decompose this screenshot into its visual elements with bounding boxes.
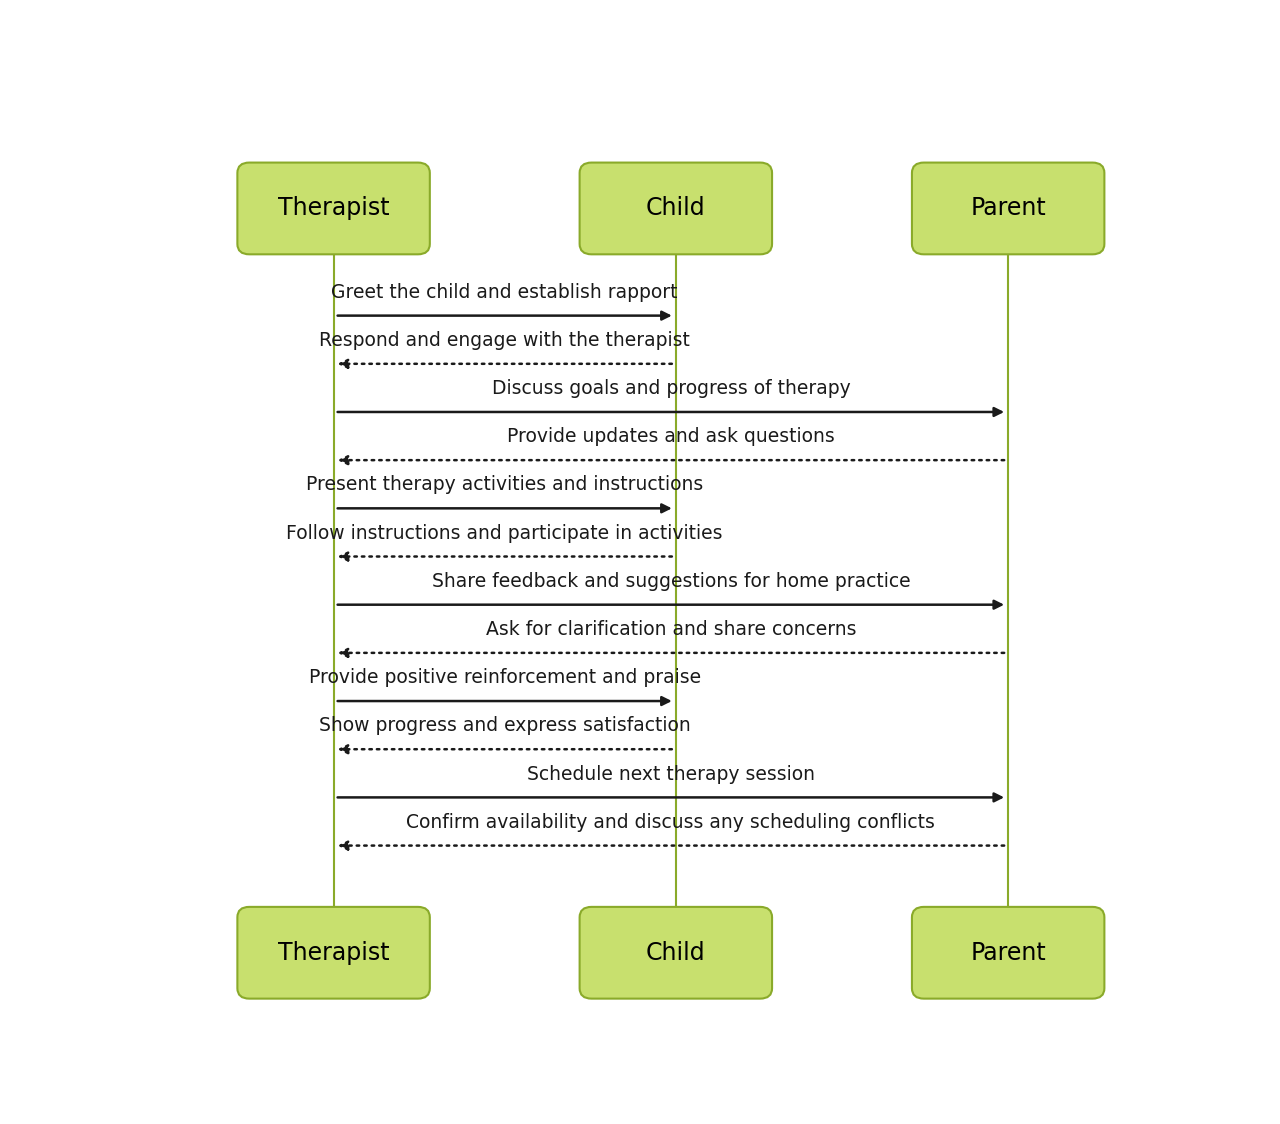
Text: Share feedback and suggestions for home practice: Share feedback and suggestions for home … <box>431 572 910 591</box>
Text: Provide updates and ask questions: Provide updates and ask questions <box>507 427 835 446</box>
Text: Show progress and express satisfaction: Show progress and express satisfaction <box>319 716 691 735</box>
Text: Discuss goals and progress of therapy: Discuss goals and progress of therapy <box>492 379 850 398</box>
Text: Child: Child <box>646 197 705 220</box>
Text: Schedule next therapy session: Schedule next therapy session <box>527 764 815 783</box>
Text: Therapist: Therapist <box>278 941 389 964</box>
FancyBboxPatch shape <box>237 163 430 254</box>
Text: Present therapy activities and instructions: Present therapy activities and instructi… <box>306 475 703 495</box>
FancyBboxPatch shape <box>237 907 430 998</box>
Text: Confirm availability and discuss any scheduling conflicts: Confirm availability and discuss any sch… <box>407 813 936 832</box>
FancyBboxPatch shape <box>580 907 772 998</box>
Text: Parent: Parent <box>970 941 1046 964</box>
FancyBboxPatch shape <box>911 163 1105 254</box>
Text: Ask for clarification and share concerns: Ask for clarification and share concerns <box>485 620 856 640</box>
FancyBboxPatch shape <box>911 907 1105 998</box>
Text: Respond and engage with the therapist: Respond and engage with the therapist <box>319 330 690 350</box>
Text: Parent: Parent <box>970 197 1046 220</box>
Text: Child: Child <box>646 941 705 964</box>
Text: Provide positive reinforcement and praise: Provide positive reinforcement and prais… <box>308 668 700 687</box>
Text: Follow instructions and participate in activities: Follow instructions and participate in a… <box>287 524 723 543</box>
Text: Greet the child and establish rapport: Greet the child and establish rapport <box>332 283 678 301</box>
Text: Therapist: Therapist <box>278 197 389 220</box>
FancyBboxPatch shape <box>580 163 772 254</box>
